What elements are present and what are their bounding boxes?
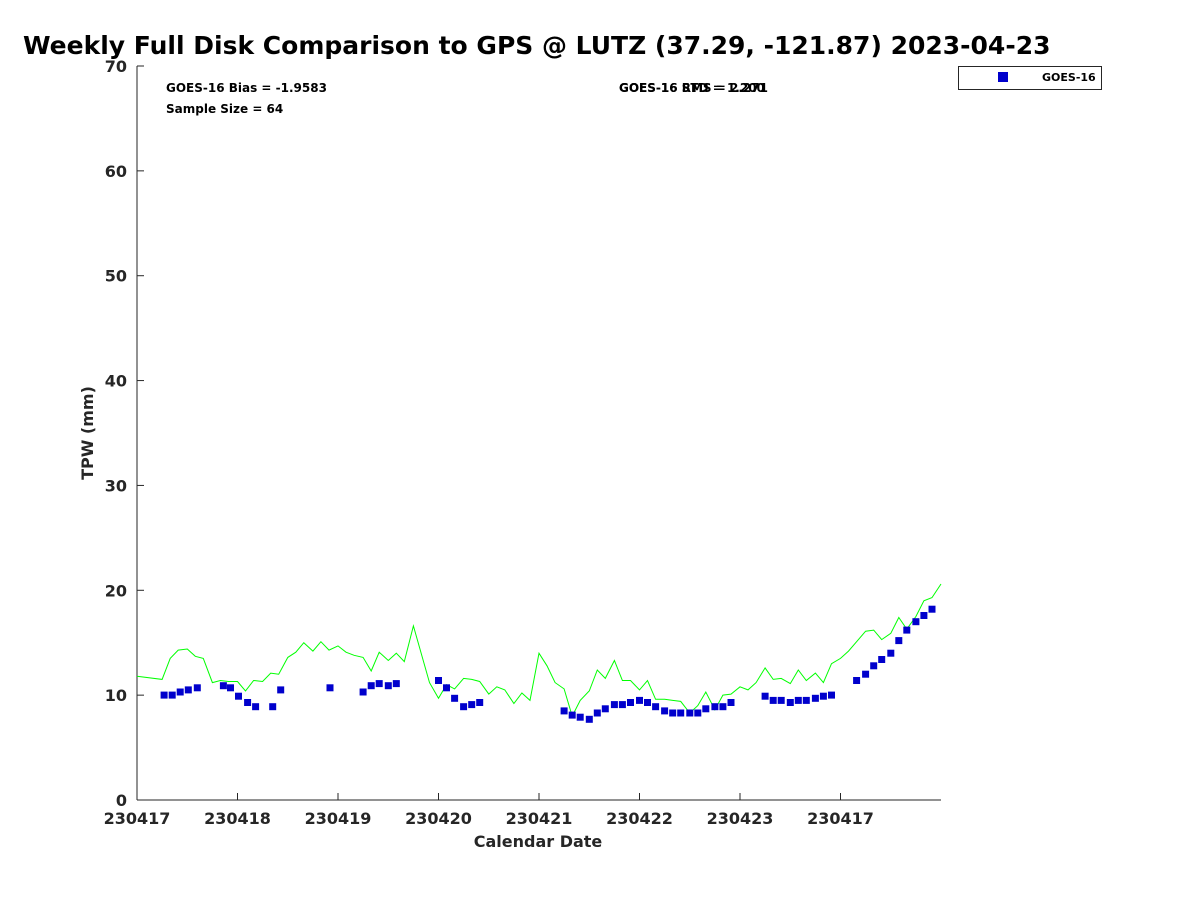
std-annotation: GOES-16 STD = 1.200	[619, 81, 765, 95]
x-tick-label: 230421	[506, 809, 573, 828]
data-point-goes16	[878, 656, 886, 663]
y-tick-label: 10	[105, 686, 127, 705]
data-point-goes16	[359, 688, 367, 696]
data-point-goes16	[193, 684, 201, 692]
bias-annotation: GOES-16 Bias = -1.9583	[166, 81, 327, 95]
x-ticks: 230417 230418 230419 230420 230421 230422 2304…	[104, 793, 874, 828]
x-tick-label: 230418	[204, 809, 271, 828]
x-tick-label: 230417	[807, 809, 874, 828]
data-point-goes16	[677, 709, 685, 717]
x-tick-label: 230419	[305, 809, 372, 828]
data-point-goes16	[920, 612, 928, 619]
data-point-goes16	[460, 703, 468, 711]
data-point-goes16	[451, 694, 459, 702]
y-tick-label: 20	[105, 581, 127, 600]
data-point-goes16	[184, 686, 192, 694]
series-line-gps	[136, 583, 942, 718]
data-point-goes16	[853, 677, 861, 684]
data-point-goes16	[644, 699, 651, 706]
data-point-goes16	[601, 705, 609, 713]
data-point-goes16	[862, 670, 870, 678]
data-point-goes16	[443, 684, 450, 692]
data-point-goes16	[719, 703, 727, 711]
data-point-goes16	[384, 682, 392, 690]
rms-annotation: GOES-16 RMS = 2.271	[619, 81, 768, 95]
data-point-goes16	[176, 688, 184, 696]
data-point-goes16	[769, 696, 777, 704]
sample-size-annotation: Sample Size = 64	[166, 102, 283, 116]
data-point-goes16	[636, 696, 643, 704]
data-point-goes16	[870, 662, 878, 670]
data-point-goes16	[652, 703, 660, 711]
data-point-goes16	[219, 682, 227, 690]
data-point-goes16	[252, 703, 260, 711]
data-point-goes16	[711, 703, 719, 711]
data-point-goes16	[627, 699, 634, 706]
data-point-goes16	[235, 692, 242, 700]
data-point-goes16	[560, 707, 568, 715]
data-point-goes16	[610, 701, 618, 709]
x-tick-label: 230423	[707, 809, 774, 828]
y-axis-label: TPW (mm)	[78, 386, 97, 480]
data-point-goes16	[269, 703, 277, 711]
data-point-goes16	[661, 707, 669, 715]
data-point-goes16	[928, 605, 936, 613]
data-point-goes16	[895, 637, 903, 645]
data-point-goes16	[686, 709, 694, 717]
data-point-goes16	[375, 680, 383, 688]
data-point-goes16	[476, 699, 484, 706]
legend: GOES-16	[958, 66, 1102, 90]
data-point-goes16	[903, 626, 911, 634]
data-point-goes16	[168, 691, 176, 699]
legend-marker-goes16	[998, 72, 1008, 82]
y-tick-label: 70	[105, 57, 127, 76]
data-point-goes16	[811, 694, 819, 702]
y-ticks: 0 10 20 30 40 50 60 70	[105, 57, 144, 810]
x-axis-label: Calendar Date	[474, 832, 603, 851]
y-tick-label: 60	[105, 162, 127, 181]
data-point-goes16	[568, 711, 576, 719]
data-point-goes16	[435, 677, 442, 684]
data-point-goes16	[912, 618, 920, 626]
data-point-goes16	[326, 684, 334, 692]
x-tick-label: 230417	[104, 809, 171, 828]
data-point-goes16	[593, 709, 601, 717]
data-point-goes16	[277, 686, 285, 694]
data-point-goes16	[727, 699, 735, 706]
series-goes16-points	[160, 605, 936, 723]
data-point-goes16	[618, 701, 626, 709]
y-tick-label: 40	[105, 372, 127, 391]
data-point-goes16	[828, 691, 835, 699]
data-point-goes16	[794, 696, 802, 704]
data-point-goes16	[887, 649, 895, 657]
legend-label-goes16: GOES-16	[1042, 71, 1096, 84]
y-tick-label: 0	[116, 791, 127, 810]
data-point-goes16	[761, 692, 769, 700]
data-point-goes16	[244, 699, 252, 706]
data-point-goes16	[694, 709, 702, 717]
data-point-goes16	[468, 701, 476, 709]
data-point-goes16	[576, 713, 584, 721]
legend-box	[958, 66, 1102, 90]
data-point-goes16	[585, 715, 593, 723]
data-point-goes16	[802, 696, 810, 704]
data-point-goes16	[819, 692, 827, 700]
data-point-goes16	[786, 699, 794, 706]
data-point-goes16	[367, 682, 375, 690]
data-point-goes16	[227, 684, 234, 692]
data-point-goes16	[160, 691, 168, 699]
chart-title: Weekly Full Disk Comparison to GPS @ LUT…	[23, 31, 1051, 60]
data-point-goes16	[777, 696, 785, 704]
y-tick-label: 30	[105, 476, 127, 495]
data-point-goes16	[392, 680, 400, 688]
x-tick-label: 230422	[606, 809, 673, 828]
x-tick-label: 230420	[405, 809, 472, 828]
data-point-goes16	[669, 709, 677, 717]
y-tick-label: 50	[105, 267, 127, 286]
data-point-goes16	[702, 705, 710, 713]
